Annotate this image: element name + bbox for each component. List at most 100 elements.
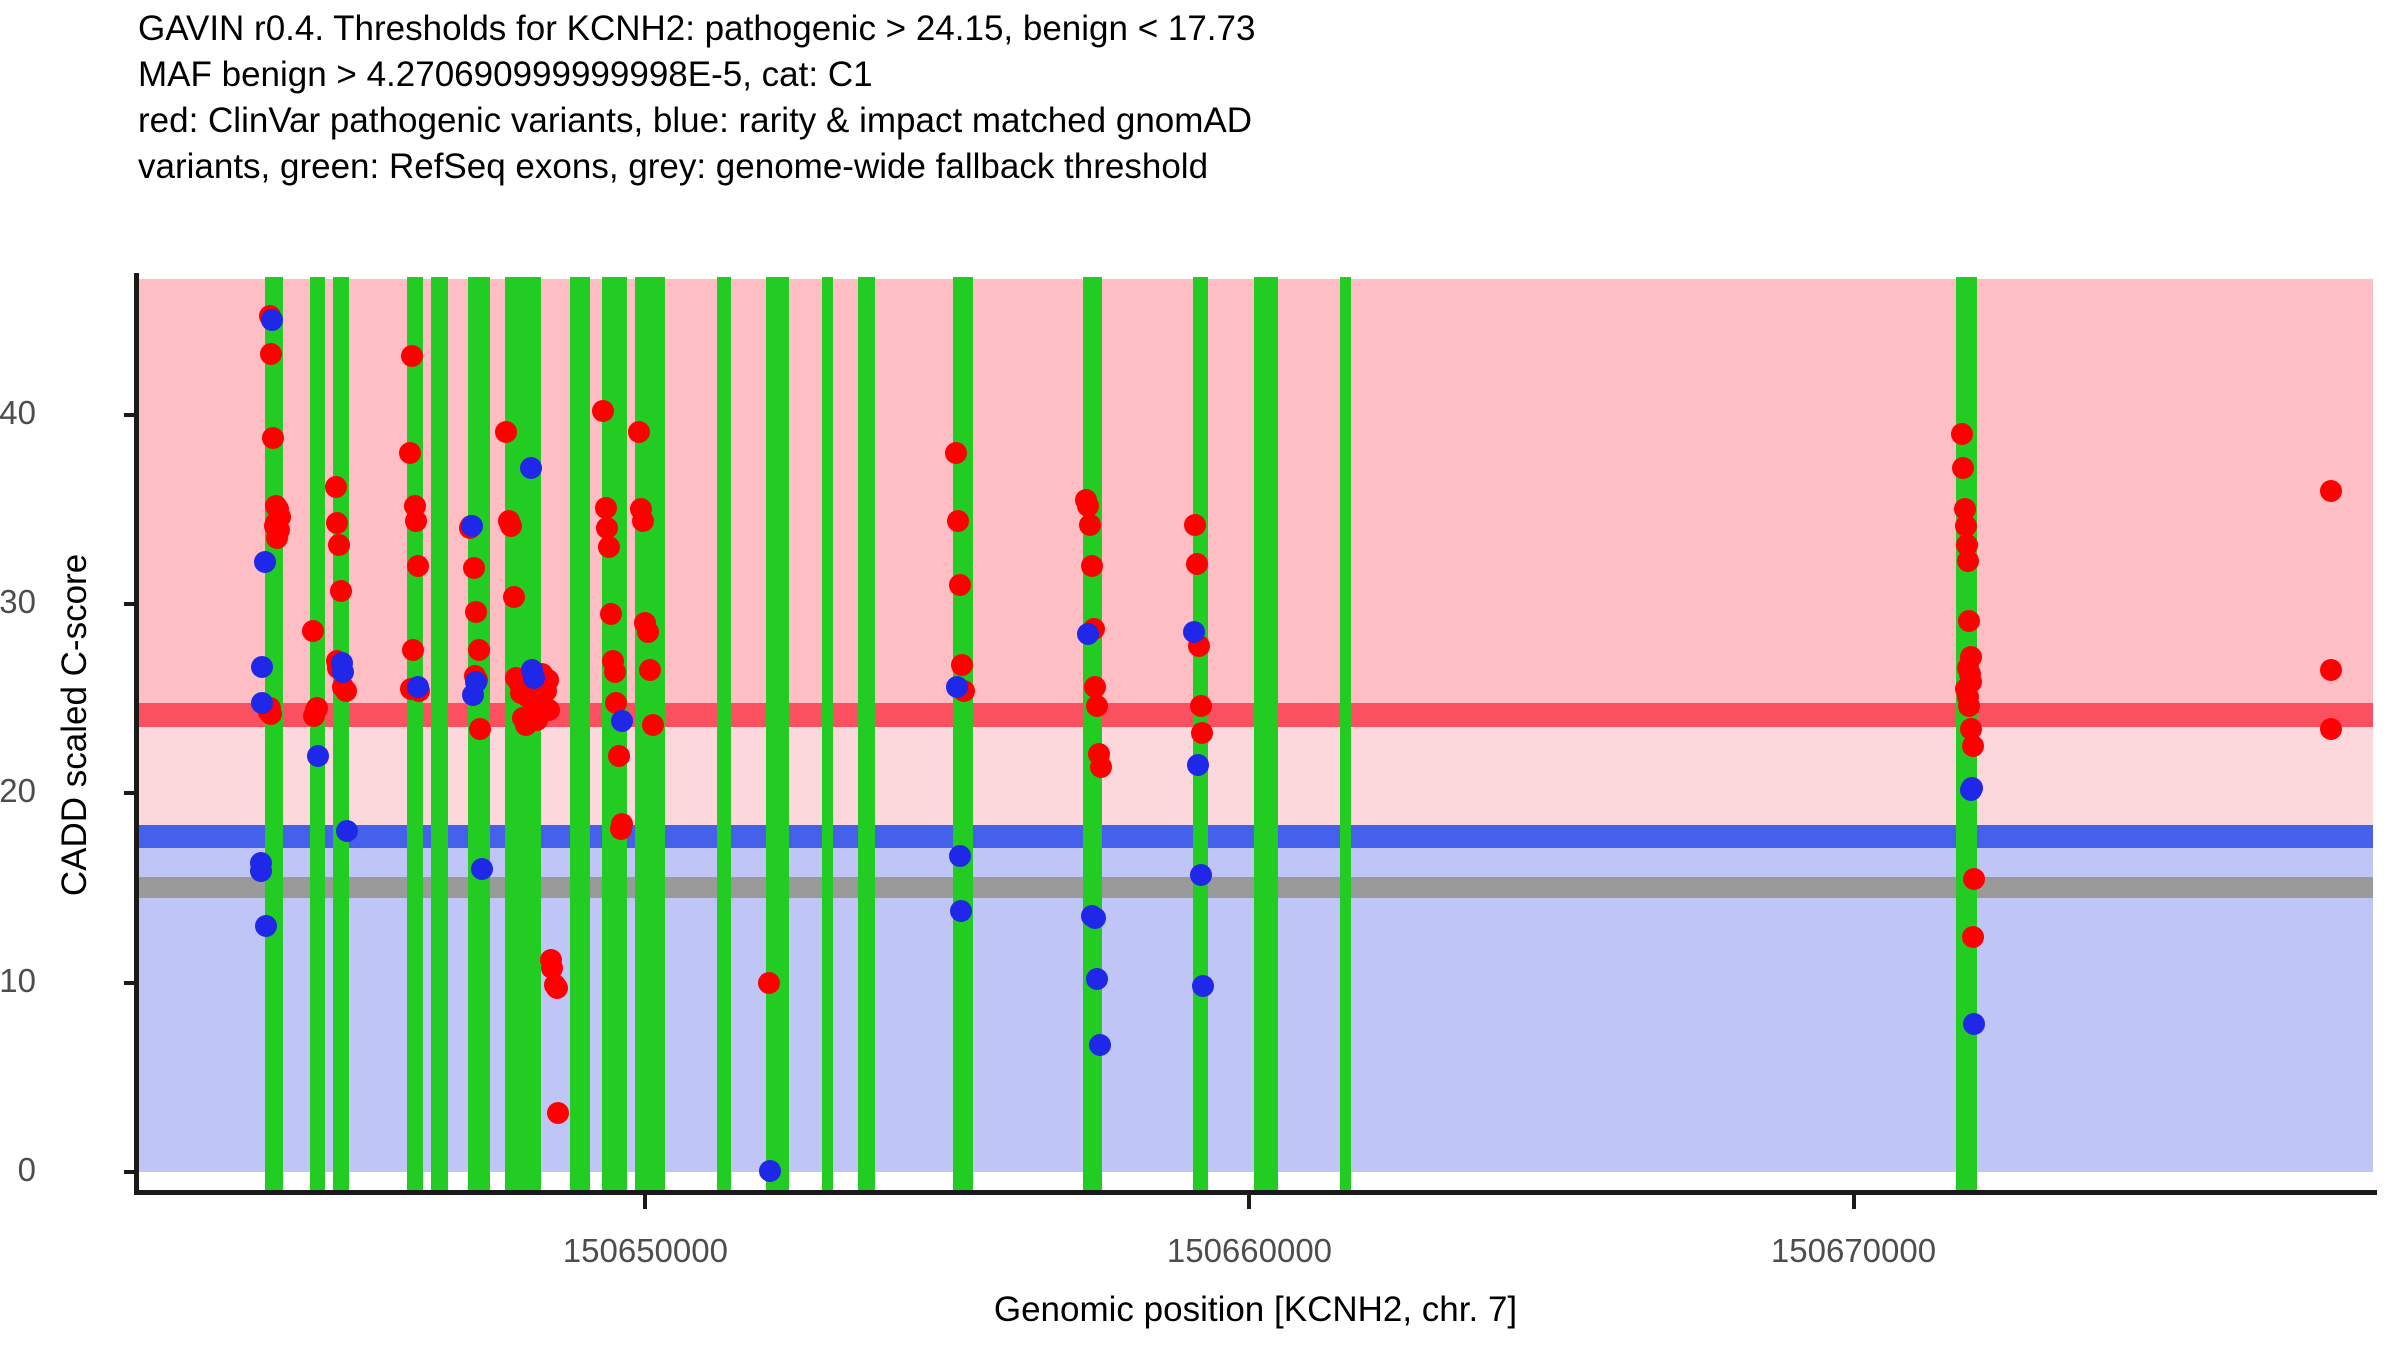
- data-point-blue: [471, 858, 494, 881]
- y-tick-mark: [124, 791, 138, 796]
- data-point-red: [462, 557, 485, 580]
- data-point-red: [594, 496, 617, 519]
- y-axis-title: CADD scaled C-score: [55, 553, 94, 897]
- data-point-red: [263, 515, 286, 538]
- data-point-blue: [253, 551, 276, 574]
- x-tick-mark: [1851, 1195, 1856, 1209]
- data-point-red: [325, 475, 348, 498]
- data-point-red: [950, 653, 973, 676]
- data-point-red: [599, 602, 622, 625]
- data-point-blue: [255, 914, 278, 937]
- data-point-red: [305, 697, 328, 720]
- exon-bar: [1340, 277, 1351, 1190]
- x-tick-mark: [1247, 1195, 1252, 1209]
- data-point-red: [639, 659, 662, 682]
- data-point-blue: [1959, 778, 1982, 801]
- exon-bar: [821, 277, 833, 1190]
- data-point-blue: [307, 744, 329, 767]
- y-tick-label: 40: [0, 393, 36, 431]
- data-point-red: [1958, 610, 1981, 633]
- y-tick-label: 20: [0, 772, 36, 810]
- data-point-red: [945, 441, 968, 464]
- exon-bar: [430, 277, 448, 1190]
- exon-bar: [765, 277, 789, 1190]
- data-point-red: [596, 517, 619, 540]
- plot-panel: [138, 277, 2373, 1190]
- x-tick-label: 150660000: [1166, 1232, 1333, 1269]
- data-point-red: [468, 718, 491, 741]
- data-point-red: [404, 509, 427, 532]
- data-point-red: [1957, 549, 1980, 572]
- data-point-red: [1952, 456, 1975, 479]
- plot-title-block: GAVIN r0.4. Thresholds for KCNH2: pathog…: [138, 6, 2338, 190]
- y-tick-label: 10: [0, 961, 36, 999]
- data-point-blue: [251, 655, 274, 678]
- data-point-red: [1951, 422, 1974, 445]
- title-line-3: red: ClinVar pathogenic variants, blue: …: [138, 101, 1253, 140]
- y-axis-line: [134, 273, 139, 1194]
- exon-bar: [407, 277, 424, 1190]
- data-point-red: [402, 638, 425, 661]
- data-point-blue: [523, 666, 546, 689]
- x-axis-title: Genomic position [KCNH2, chr. 7]: [993, 1290, 1518, 1329]
- data-point-blue: [519, 456, 542, 479]
- data-point-red: [628, 420, 651, 443]
- exon-bar: [601, 277, 628, 1190]
- data-point-blue: [1187, 754, 1210, 776]
- y-tick-mark: [124, 1170, 138, 1174]
- data-point-red: [641, 714, 664, 737]
- data-point-red: [1954, 515, 1977, 538]
- data-point-red: [611, 812, 634, 835]
- data-point-blue: [1189, 863, 1212, 886]
- data-point-red: [607, 744, 630, 767]
- data-point-red: [495, 420, 518, 443]
- data-point-blue: [758, 1160, 781, 1183]
- data-point-blue: [948, 844, 971, 867]
- data-point-red: [1191, 721, 1214, 744]
- title-line-4: variants, green: RefSeq exons, grey: gen…: [138, 147, 1209, 186]
- data-point-red: [334, 680, 357, 703]
- data-point-red: [465, 600, 488, 623]
- data-point-blue: [610, 710, 633, 733]
- data-point-red: [547, 1102, 570, 1125]
- data-point-red: [261, 426, 284, 449]
- data-point-red: [636, 621, 659, 644]
- exon-bar: [310, 277, 326, 1190]
- data-point-blue: [250, 691, 273, 714]
- data-point-red: [467, 638, 490, 661]
- exon-bar: [264, 277, 283, 1190]
- title-line-1: GAVIN r0.4. Thresholds for KCNH2: pathog…: [138, 9, 1256, 48]
- data-point-red: [407, 555, 430, 578]
- data-point-red: [1962, 926, 1985, 949]
- exon-bar: [1254, 277, 1279, 1190]
- y-tick-label: 30: [0, 583, 36, 621]
- data-point-red: [1189, 695, 1212, 718]
- y-tick-mark: [124, 980, 138, 985]
- data-point-blue: [406, 676, 429, 699]
- data-point-blue: [332, 661, 355, 684]
- exon-bar: [953, 277, 973, 1190]
- title-line-2: MAF benign > 4.270690999999998E-5, cat: …: [138, 55, 873, 94]
- data-point-red: [259, 343, 282, 366]
- x-axis-line: [134, 1190, 2377, 1195]
- data-point-blue: [261, 309, 284, 332]
- x-tick-label: 150650000: [562, 1232, 728, 1269]
- data-point-red: [1957, 695, 1980, 718]
- data-point-red: [541, 956, 564, 979]
- data-point-blue: [946, 676, 969, 699]
- data-point-blue: [1088, 1034, 1111, 1057]
- data-point-red: [1077, 494, 1100, 517]
- data-point-red: [757, 971, 780, 994]
- exon-bar: [569, 277, 590, 1190]
- data-point-blue: [1086, 967, 1109, 990]
- data-point-blue: [1962, 1013, 1985, 1036]
- data-point-red: [401, 345, 424, 368]
- data-point-red: [1961, 735, 1984, 758]
- data-point-red: [329, 579, 352, 602]
- data-point-red: [605, 691, 628, 714]
- data-point-blue: [1077, 623, 1100, 646]
- data-point-red: [1185, 553, 1208, 576]
- data-point-red: [2319, 659, 2342, 682]
- data-point-red: [1184, 513, 1207, 536]
